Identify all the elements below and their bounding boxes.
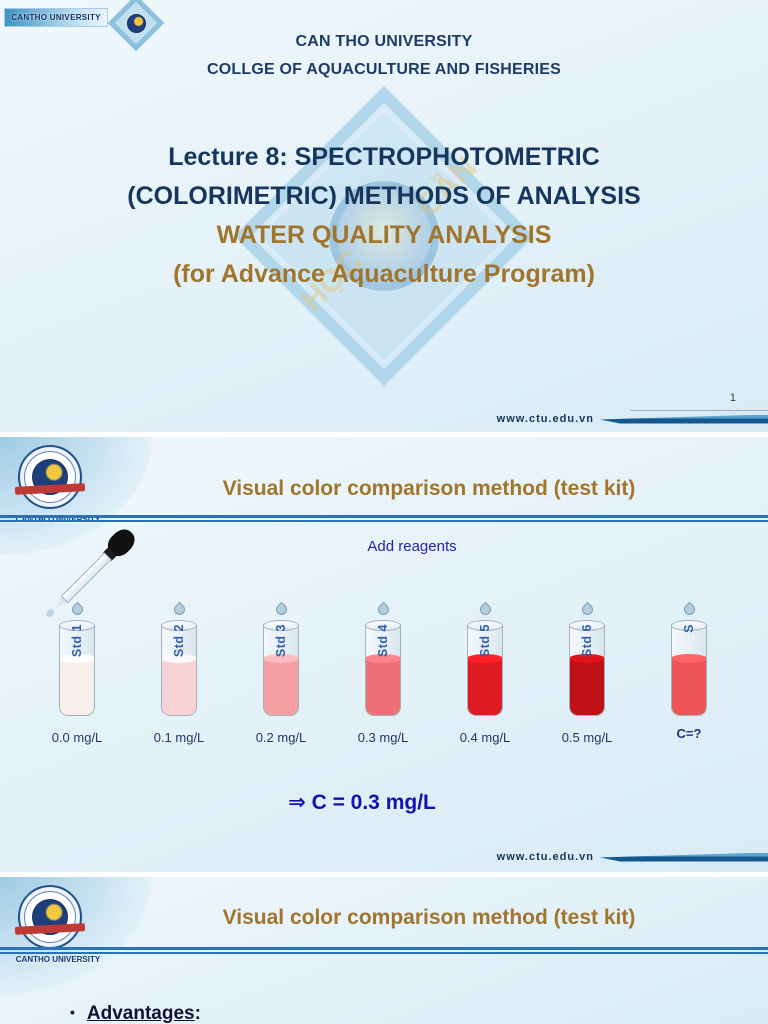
website-link[interactable]: www.ctu.edu.vn (496, 851, 594, 863)
tube-label: Std 2 (172, 624, 186, 658)
droplet-icon (171, 601, 187, 618)
concentration-label: 0.3 mg/L (357, 730, 409, 745)
website-link[interactable]: www.ctu.edu.vn (496, 413, 594, 425)
slide-footer: www.ctu.edu.vn (497, 851, 768, 863)
university-banner: CANTHO UNIVERSITY (4, 8, 108, 27)
lecture-subtitle-line1: WATER QUALITY ANALYSIS (216, 221, 552, 249)
test-tube-std2: Std 2 0.1 mg/L (136, 601, 222, 745)
logo-backdrop: CANTHO UNIVERSITY (0, 877, 152, 995)
droplet-icon (273, 601, 289, 618)
concentration-label: 0.0 mg/L (51, 730, 103, 745)
result-text: ⇒ C = 0.3 mg/L (288, 791, 436, 814)
footer-ribbon (600, 414, 768, 424)
slide-heading: Visual color comparison method (test kit… (222, 477, 636, 500)
divider-rule (0, 947, 768, 954)
divider-rule (0, 515, 768, 522)
header-college-name: COLLGE OF AQUACULTURE AND FISHERIES (207, 61, 561, 78)
lecture-title-line2: (COLORIMETRIC) METHODS OF ANALYSIS (127, 182, 641, 210)
tube-label: Std 6 (580, 624, 594, 658)
bullet-icon: • (70, 1004, 75, 1020)
logo-caption: CANTHO UNIVERSITY (15, 515, 101, 524)
tube-label: Std 5 (478, 624, 492, 658)
droplet-icon (579, 601, 595, 618)
tube-graphic: Std 6 (569, 620, 605, 716)
unknown-concentration-label: C=? (676, 726, 702, 741)
tube-graphic: Std 4 (365, 620, 401, 716)
university-seal-logo (14, 885, 86, 949)
tube-graphic: Std 5 (467, 620, 503, 716)
logo-caption: CANTHO UNIVERSITY (15, 955, 101, 964)
droplet-icon (69, 601, 85, 618)
test-tube-std1: Std 1 0.0 mg/L (34, 601, 120, 745)
slide-advantages: CANTHO UNIVERSITY Visual color compariso… (0, 877, 768, 1024)
dropper-stem (60, 552, 112, 604)
tube-graphic: S (671, 620, 707, 716)
slide-footer: www.ctu.edu.vn (497, 413, 768, 425)
header-university-name: CAN THO UNIVERSITY (295, 33, 473, 50)
droplet-icon (681, 601, 697, 618)
page-number: 1 (729, 392, 736, 404)
advantages-colon: : (194, 1003, 201, 1024)
tube-label: S (682, 624, 696, 633)
add-reagents-label: Add reagents (367, 538, 457, 555)
university-seal-logo (14, 445, 86, 509)
tube-graphic: Std 3 (263, 620, 299, 716)
slide-title-page: CANTHO UNIVERSITY CAN THO UNIVERSITY COL… (0, 0, 768, 432)
test-tube-std6: Std 6 0.5 mg/L (544, 601, 630, 745)
test-tubes-row: Std 1 0.0 mg/L Std 2 0.1 mg/L Std 3 0.2 … (0, 601, 768, 745)
concentration-label: 0.4 mg/L (459, 730, 511, 745)
test-tube-std4: Std 4 0.3 mg/L (340, 601, 426, 745)
tube-graphic: Std 2 (161, 620, 197, 716)
droplet-icon (477, 601, 493, 618)
droplet-icon (375, 601, 391, 618)
tube-label: Std 1 (70, 624, 84, 658)
concentration-label: 0.5 mg/L (561, 730, 613, 745)
watermark-seal (329, 181, 439, 291)
test-tube-sample: S C=? (646, 601, 732, 745)
slide-header: CAN THO UNIVERSITY COLLGE OF AQUACULTURE… (0, 28, 768, 84)
slide-heading: Visual color comparison method (test kit… (222, 906, 636, 929)
slide-test-kit: CANTHO UNIVERSITY Visual color compariso… (0, 437, 768, 872)
tube-label: Std 3 (274, 624, 288, 658)
page-number-rule (630, 410, 768, 411)
lecture-title-block: Lecture 8: SPECTROPHOTOMETRIC (COLORIMET… (0, 138, 768, 294)
lecture-title-line1: Lecture 8: SPECTROPHOTOMETRIC (168, 143, 600, 171)
lecture-subtitle-line2: (for Advance Aquaculture Program) (173, 260, 595, 288)
concentration-label: 0.1 mg/L (153, 730, 205, 745)
concentration-label: 0.2 mg/L (255, 730, 307, 745)
tube-graphic: Std 1 (59, 620, 95, 716)
advantages-bullet: • Advantages: (70, 1003, 201, 1024)
tube-label: Std 4 (376, 624, 390, 658)
university-seal-icon (127, 14, 146, 33)
test-tube-std3: Std 3 0.2 mg/L (238, 601, 324, 745)
footer-ribbon (600, 852, 768, 862)
test-tube-std5: Std 5 0.4 mg/L (442, 601, 528, 745)
advantages-label: Advantages (86, 1003, 195, 1024)
